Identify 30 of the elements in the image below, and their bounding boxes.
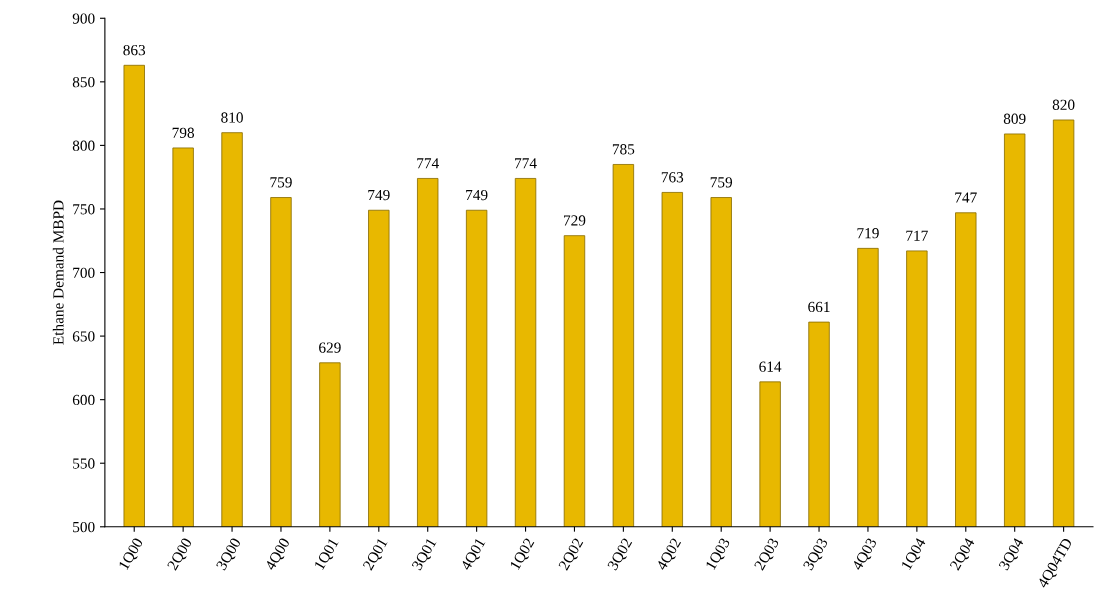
data-label: 809 — [1003, 113, 1026, 124]
y-tick-label: 650 — [72, 331, 95, 342]
data-label: 774 — [515, 158, 537, 169]
data-label: 747 — [955, 192, 977, 203]
data-label: 759 — [270, 177, 292, 188]
y-tick-label: 800 — [72, 140, 95, 151]
y-tick-label: 550 — [73, 458, 95, 469]
data-label: 820 — [1052, 99, 1075, 110]
y-tick-label: 900 — [72, 13, 95, 24]
data-label: 719 — [857, 228, 879, 239]
data-label: 863 — [123, 44, 146, 56]
data-label: 774 — [417, 158, 439, 169]
data-label: 749 — [368, 189, 390, 201]
y-tick-label: 500 — [73, 521, 95, 533]
data-label: 763 — [661, 172, 684, 183]
y-tick-label: 850 — [72, 76, 95, 88]
data-label: 749 — [466, 189, 488, 201]
y-tick-label: 750 — [73, 204, 95, 215]
data-label: 629 — [319, 342, 341, 353]
data-label: 717 — [906, 230, 928, 241]
data-label: 614 — [759, 361, 782, 372]
data-label: 759 — [710, 177, 733, 188]
data-label: 785 — [612, 144, 635, 155]
data-label: 729 — [564, 215, 586, 226]
data-label: 661 — [808, 301, 830, 313]
data-label: 810 — [221, 112, 243, 123]
y-axis-title: Ethane Demand MBPD — [52, 200, 64, 345]
y-tick-label: 600 — [72, 394, 95, 406]
data-label: 798 — [172, 127, 195, 138]
y-tick-label: 700 — [73, 267, 95, 278]
